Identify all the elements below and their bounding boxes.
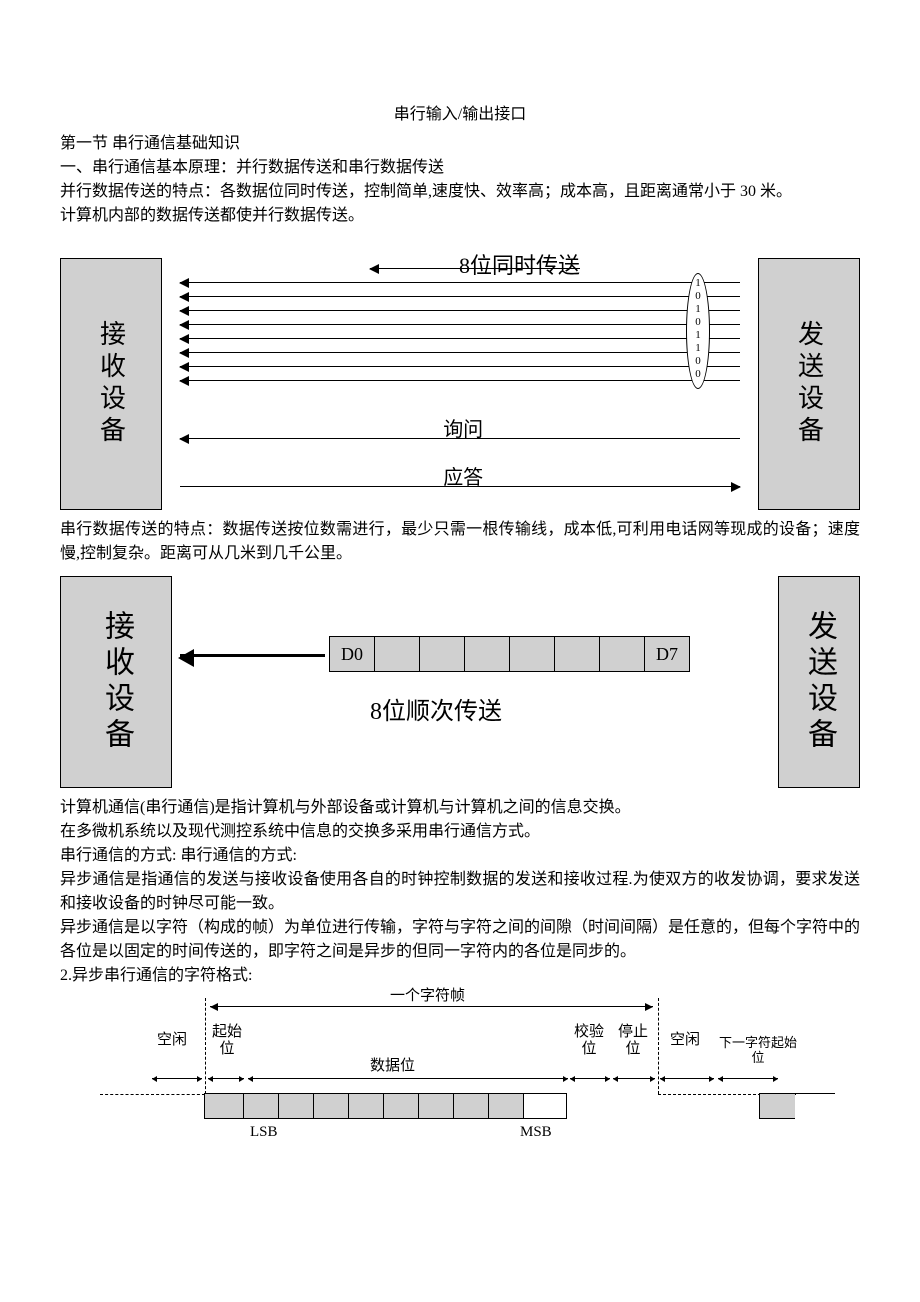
receiver-box: 接收设备 bbox=[60, 258, 162, 510]
frame-diagram: 一个字符帧 空闲 起始位 数据位 校验位 停止位 空闲 下一字符起始位 bbox=[100, 998, 860, 1148]
receiver-box: 接收设备 bbox=[60, 576, 172, 788]
next-start-bit bbox=[759, 1093, 795, 1119]
parity-label: 校验位 bbox=[572, 1024, 606, 1059]
bit: 0 bbox=[687, 290, 709, 303]
bit: 0 bbox=[687, 316, 709, 329]
bit: 1 bbox=[687, 303, 709, 316]
start-bit bbox=[204, 1093, 244, 1119]
paragraph: 计算机内部的数据传送都使并行数据传送。 bbox=[60, 204, 860, 228]
serial-diagram: 接收设备 发送设备 D0 D7 8位顺次传送 bbox=[60, 576, 860, 786]
idle-label: 空闲 bbox=[155, 1032, 189, 1049]
sender-box: 发送设备 bbox=[758, 258, 860, 510]
stop-bit bbox=[566, 1093, 614, 1119]
bit: 1 bbox=[687, 342, 709, 355]
data-label: 数据位 bbox=[370, 1058, 415, 1075]
data-bit bbox=[313, 1093, 349, 1119]
data-bit bbox=[348, 1093, 384, 1119]
data-bit bbox=[243, 1093, 279, 1119]
bit-cell bbox=[599, 636, 645, 672]
frame-label: 一个字符帧 bbox=[390, 988, 465, 1005]
bit-cell bbox=[419, 636, 465, 672]
ask-label: 询问 bbox=[443, 413, 483, 442]
paragraph: 在多微机系统以及现代测控系统中信息的交换多采用串行通信方式。 bbox=[60, 820, 860, 844]
stop-label: 停止位 bbox=[616, 1024, 650, 1059]
section-heading: 第一节 串行通信基础知识 bbox=[60, 132, 860, 156]
lsb-label: LSB bbox=[250, 1124, 278, 1141]
parity-bit bbox=[523, 1093, 567, 1119]
data-bit bbox=[383, 1093, 419, 1119]
subheading: 一、串行通信基本原理：并行数据传送和串行数据传送 bbox=[60, 156, 860, 180]
paragraph: 串行数据传送的特点：数据传送按位数需进行，最少只需一根传输线，成本低,可利用电话… bbox=[60, 518, 860, 566]
data-bit bbox=[488, 1093, 524, 1119]
paragraph: 异步通信是以字符（构成的帧）为单位进行传输，字符与字符之间的间隙（时间间隔）是任… bbox=[60, 916, 860, 964]
paragraph: 2.异步串行通信的字符格式: bbox=[60, 964, 860, 988]
byte-row: D0 D7 bbox=[330, 636, 690, 672]
bit-cell bbox=[554, 636, 600, 672]
paragraph: 异步通信是指通信的发送与接收设备使用各自的时钟控制数据的发送和接收过程.为使双方… bbox=[60, 868, 860, 916]
start-label: 起始位 bbox=[210, 1024, 244, 1059]
start-text: 起始位 bbox=[212, 1024, 242, 1057]
bit-cell: D7 bbox=[644, 636, 690, 672]
serial-arrow bbox=[180, 654, 325, 657]
bit-cell bbox=[464, 636, 510, 672]
msb-label: MSB bbox=[520, 1124, 552, 1141]
data-bit bbox=[453, 1093, 489, 1119]
answer-label: 应答 bbox=[443, 461, 483, 490]
paragraph: 并行数据传送的特点：各数据位同时传送，控制简单,速度快、效率高；成本高，且距离通… bbox=[60, 180, 860, 204]
idle2-label: 空闲 bbox=[668, 1032, 702, 1049]
data-bit bbox=[418, 1093, 454, 1119]
bit-row bbox=[205, 1093, 614, 1119]
bit: 0 bbox=[687, 355, 709, 368]
serial-caption: 8位顺次传送 bbox=[370, 691, 502, 726]
bits-oval: 1 0 1 0 1 1 0 0 bbox=[686, 273, 710, 389]
bit: 1 bbox=[687, 329, 709, 342]
next-label: 下一字符起始位 bbox=[718, 1036, 798, 1066]
bit-cell: D0 bbox=[329, 636, 375, 672]
page-title: 串行输入/输出接口 bbox=[60, 100, 860, 124]
bus-label: 8位同时传送 bbox=[459, 248, 580, 280]
data-bit bbox=[278, 1093, 314, 1119]
bit: 1 bbox=[687, 277, 709, 290]
paragraph: 计算机通信(串行通信)是指计算机与外部设备或计算机与计算机之间的信息交换。 bbox=[60, 796, 860, 820]
bit-cell bbox=[374, 636, 420, 672]
bit: 0 bbox=[687, 368, 709, 381]
paragraph: 串行通信的方式: 串行通信的方式: bbox=[60, 844, 860, 868]
bit-cell bbox=[509, 636, 555, 672]
sender-box: 发送设备 bbox=[778, 576, 860, 788]
parallel-diagram: 接收设备 发送设备 8位同时传送 1 0 1 0 1 1 0 bbox=[60, 248, 860, 508]
